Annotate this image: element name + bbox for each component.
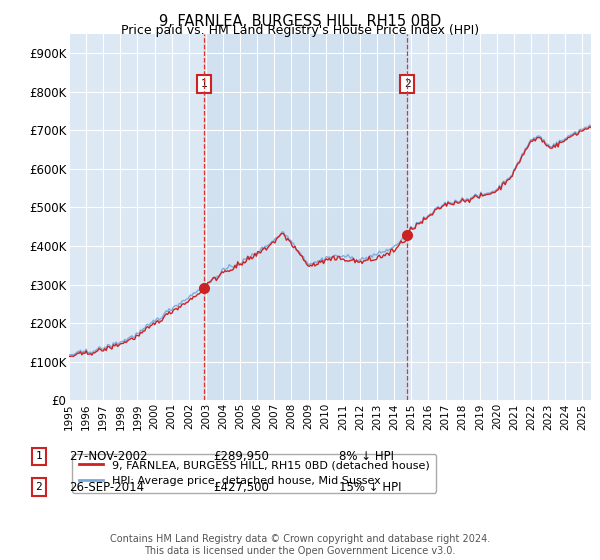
Text: 1: 1 — [35, 451, 43, 461]
Text: £289,950: £289,950 — [213, 450, 269, 463]
Text: 2: 2 — [404, 79, 410, 89]
Text: 26-SEP-2014: 26-SEP-2014 — [69, 480, 144, 494]
Text: 2: 2 — [35, 482, 43, 492]
Text: 9, FARNLEA, BURGESS HILL, RH15 0BD: 9, FARNLEA, BURGESS HILL, RH15 0BD — [159, 14, 441, 29]
Text: £427,500: £427,500 — [213, 480, 269, 494]
Text: Contains HM Land Registry data © Crown copyright and database right 2024.
This d: Contains HM Land Registry data © Crown c… — [110, 534, 490, 556]
Bar — [204, 34, 407, 400]
Text: 8% ↓ HPI: 8% ↓ HPI — [339, 450, 394, 463]
Text: Price paid vs. HM Land Registry's House Price Index (HPI): Price paid vs. HM Land Registry's House … — [121, 24, 479, 37]
Text: 1: 1 — [201, 79, 208, 89]
Text: 27-NOV-2002: 27-NOV-2002 — [69, 450, 148, 463]
Text: 15% ↓ HPI: 15% ↓ HPI — [339, 480, 401, 494]
Legend: 9, FARNLEA, BURGESS HILL, RH15 0BD (detached house), HPI: Average price, detache: 9, FARNLEA, BURGESS HILL, RH15 0BD (deta… — [72, 454, 436, 493]
